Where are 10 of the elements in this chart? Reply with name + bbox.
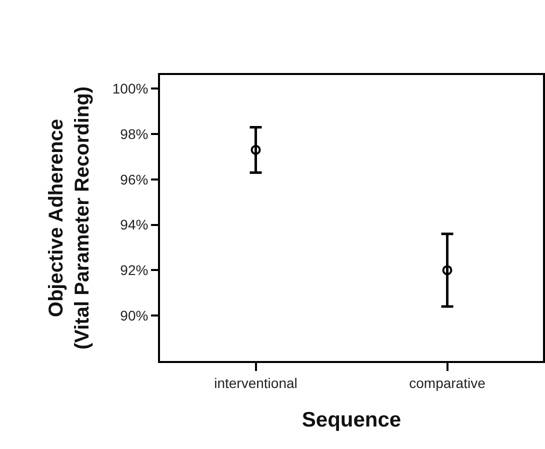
y-axis-title: Objective Adherence (Vital Parameter Recording) (45, 86, 94, 350)
y-tick-label: 94% (120, 216, 148, 233)
x-tick-label: interventional (214, 374, 298, 391)
x-tick-label: comparative (409, 374, 486, 391)
y-tick-label: 100% (112, 80, 148, 97)
y-tick-label: 92% (120, 262, 148, 278)
y-tick-label: 90% (120, 308, 148, 324)
x-axis-title: Sequence (302, 408, 402, 432)
y-tick-label: 96% (120, 171, 148, 188)
y-tick-label: 98% (120, 126, 148, 142)
